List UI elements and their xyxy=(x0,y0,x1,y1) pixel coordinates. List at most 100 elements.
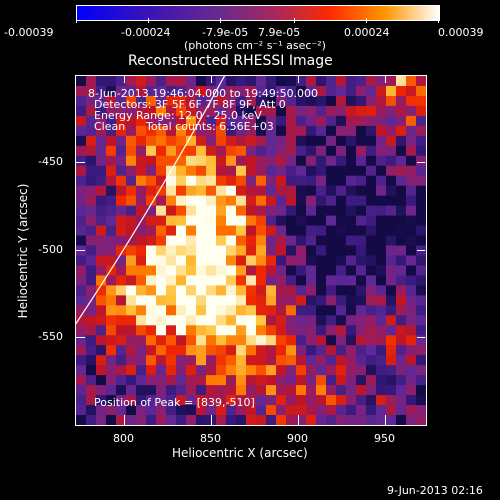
heatmap-cell xyxy=(126,375,137,386)
heatmap-cell xyxy=(196,185,207,197)
heatmap-cell xyxy=(326,225,337,237)
heatmap-cell xyxy=(216,155,227,167)
heatmap-cell xyxy=(256,415,267,425)
heatmap-cell xyxy=(356,115,367,127)
heatmap-cell xyxy=(346,125,357,137)
heatmap-cell xyxy=(96,355,107,366)
heatmap-cell xyxy=(236,155,247,167)
heatmap-cell xyxy=(406,225,417,237)
heatmap-cell xyxy=(176,105,187,117)
heatmap-cell xyxy=(136,405,147,416)
heatmap-cell xyxy=(176,215,187,227)
heatmap-cell xyxy=(396,105,407,117)
heatmap-cell xyxy=(146,115,157,127)
heatmap-cell xyxy=(296,385,307,396)
heatmap-cell xyxy=(196,325,207,336)
heatmap-cell xyxy=(376,355,387,366)
heatmap-cell xyxy=(256,325,267,336)
heatmap-cell xyxy=(106,325,117,336)
heatmap-cell xyxy=(106,205,117,217)
heatmap-cell xyxy=(276,235,287,247)
heatmap-cell xyxy=(96,245,107,256)
heatmap-cell xyxy=(96,275,107,286)
heatmap-cell xyxy=(146,375,157,386)
heatmap-cell xyxy=(166,285,177,296)
heatmap-cell xyxy=(406,135,417,147)
heatmap-cell xyxy=(196,105,207,117)
cb-tick-label-4: 7.9e-05 xyxy=(258,26,301,39)
heatmap-cell xyxy=(306,185,317,197)
heatmap-cell xyxy=(146,385,157,396)
heatmap-cell xyxy=(416,265,426,276)
heatmap-cell xyxy=(286,105,297,117)
heatmap-cell xyxy=(356,405,367,416)
heatmap-cell xyxy=(116,105,127,117)
heatmap-cell xyxy=(226,245,237,256)
heatmap-cell xyxy=(306,315,317,326)
heatmap-cell xyxy=(126,175,137,187)
heatmap-cell xyxy=(256,345,267,356)
heatmap-cell xyxy=(166,205,177,217)
heatmap-cell xyxy=(106,285,117,296)
heatmap-cell xyxy=(286,385,297,396)
heatmap-cell xyxy=(136,395,147,406)
heatmap-cell xyxy=(186,205,197,217)
heatmap-cell xyxy=(326,295,337,306)
heatmap-cell xyxy=(356,355,367,366)
heatmap-cell xyxy=(176,205,187,217)
heatmap-cell xyxy=(196,85,207,97)
heatmap-cell xyxy=(266,165,277,177)
heatmap-cell xyxy=(386,215,397,227)
heatmap-cell xyxy=(216,355,227,366)
heatmap-cell xyxy=(396,245,407,256)
heatmap-cell xyxy=(276,295,287,306)
heatmap-cell xyxy=(366,275,377,286)
heatmap-cell xyxy=(286,305,297,316)
heatmap-cell xyxy=(286,345,297,356)
heatmap-cell xyxy=(386,385,397,396)
heatmap-cell xyxy=(316,355,327,366)
heatmap-cell xyxy=(266,225,277,237)
heatmap-cell xyxy=(136,165,147,177)
heatmap-cell xyxy=(196,375,207,386)
heatmap-cell xyxy=(336,115,347,127)
heatmap-cell xyxy=(216,405,227,416)
heatmap-cell xyxy=(386,135,397,147)
heatmap-cell xyxy=(106,245,117,256)
heatmap-cell xyxy=(136,315,147,326)
heatmap-cell xyxy=(166,385,177,396)
heatmap-cell xyxy=(176,285,187,296)
heatmap-cell xyxy=(176,155,187,167)
heatmap-cell xyxy=(376,85,387,97)
heatmap-cell xyxy=(326,215,337,227)
heatmap-cell xyxy=(156,145,167,157)
heatmap-cell xyxy=(146,405,157,416)
heatmap-cell xyxy=(266,115,277,127)
heatmap-cell xyxy=(336,305,347,316)
heatmap-cell xyxy=(336,385,347,396)
heatmap-cell xyxy=(216,125,227,137)
heatmap-cell xyxy=(336,76,347,87)
heatmap-cell xyxy=(116,245,127,256)
heatmap-cell xyxy=(296,355,307,366)
heatmap-cell xyxy=(86,335,97,346)
heatmap-cell xyxy=(316,335,327,346)
heatmap-cell xyxy=(156,255,167,266)
heatmap-cell xyxy=(306,235,317,247)
heatmap-cell xyxy=(156,275,167,286)
heatmap-cell xyxy=(356,285,367,296)
heatmap-cell xyxy=(196,155,207,167)
heatmap-cell xyxy=(316,165,327,177)
heatmap-cell xyxy=(86,285,97,296)
heatmap-cell xyxy=(116,205,127,217)
heatmap-cell xyxy=(206,345,217,356)
heatmap-cell xyxy=(246,305,257,316)
heatmap-cell xyxy=(246,345,257,356)
heatmap-cell xyxy=(306,85,317,97)
heatmap-cell xyxy=(396,235,407,247)
heatmap-cell xyxy=(336,315,347,326)
heatmap-cell xyxy=(266,205,277,217)
heatmap-cell xyxy=(286,155,297,167)
heatmap-cell xyxy=(166,135,177,147)
heatmap-cell xyxy=(126,155,137,167)
